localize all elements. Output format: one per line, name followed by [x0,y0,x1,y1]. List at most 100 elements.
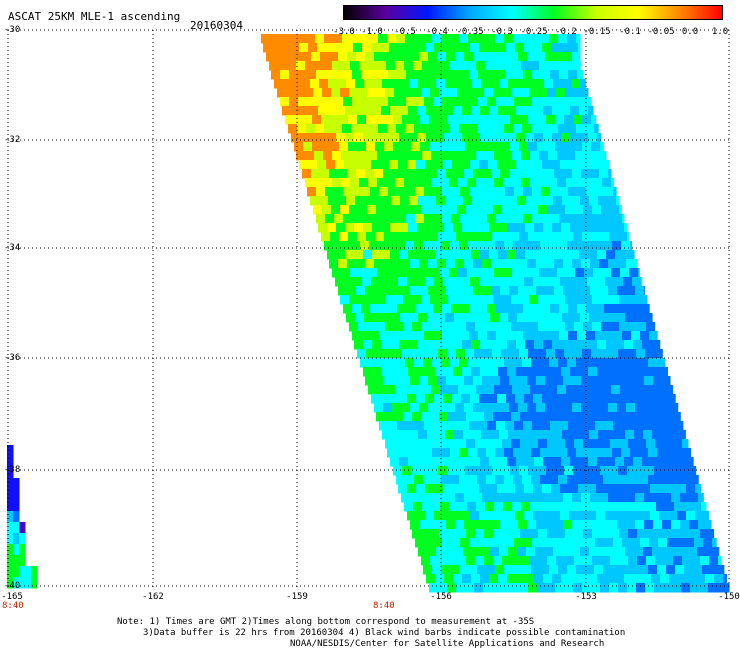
swath-cell [464,259,474,269]
swath-cell [557,268,567,278]
swath-cell [599,520,609,530]
swath-cell [423,358,433,368]
swath-cell [413,268,423,278]
swath-cell [468,565,478,575]
swath-cell [304,88,314,98]
swath-cell [370,214,380,224]
swath-cell [467,385,477,395]
swath-cell [405,358,415,368]
swath-cell [567,241,577,251]
swath-cell [436,196,446,206]
swath-cell [424,538,434,548]
swath-cell [608,376,618,386]
swath-cell [536,286,546,296]
swath-cell [606,457,616,467]
swath-cell [551,43,561,53]
swath-cell [559,70,569,80]
swath-cell [510,232,520,242]
swath-cell [567,124,577,134]
swath-cell [465,349,475,359]
swath-cell [604,538,614,548]
swath-cell [328,79,338,89]
swath-cell [649,331,658,341]
lat-label: -36 [4,353,21,363]
swath-cell [295,88,305,98]
swath-cell [704,511,709,521]
swath-cell [548,385,558,395]
swath-cell [373,79,383,89]
swath-cell [635,403,645,413]
swath-cell [501,115,511,125]
swath-cell [475,205,485,215]
swath-cell [365,259,375,269]
swath-cell [387,241,397,251]
swath-cell [414,448,424,458]
swath-cell [699,583,709,593]
swath-cell [450,34,460,44]
swath-cell [411,232,421,242]
swath-cell [684,475,694,485]
swath-cell [25,566,32,578]
swath-cell [566,178,576,188]
swath-cell [639,565,649,575]
swath-cell [514,331,524,341]
swath-cell [13,544,20,556]
swath-cell [506,484,516,494]
swath-cell [472,196,482,206]
swath-cell [321,142,331,152]
swath-cell [560,160,570,170]
swath-cell [425,277,435,287]
swath-cell [474,349,484,359]
swath-cell [460,331,470,341]
swath-cell [521,502,531,512]
swath-cell [455,52,465,62]
swath-cell [698,520,708,530]
swath-cell [449,385,459,395]
swath-cell [447,466,457,476]
swath-cell [563,169,573,179]
swath-cell [581,259,591,269]
swath-cell [535,430,545,440]
swath-cell [460,304,470,314]
swath-cell [577,421,587,431]
swath-cell [570,250,580,260]
swath-cell [568,304,578,314]
swath-cell [396,448,406,458]
swath-cell [508,430,518,440]
swath-cell [501,142,511,152]
swath-cell [572,169,582,179]
swath-cell [572,520,582,530]
swath-cell [712,538,717,548]
swath-cell [512,151,522,161]
swath-cell [507,457,517,467]
swath-cell [477,358,487,368]
swath-cell [487,421,497,431]
swath-cell [556,439,566,449]
lat-label: -40 [4,581,21,591]
swath-cell [475,529,485,539]
swath-cell [614,511,624,521]
swath-cell [384,115,394,125]
swath-cell [555,583,565,593]
swath-cell [481,196,491,206]
swath-cell [488,43,498,53]
swath-cell [538,439,548,449]
swath-cell [356,169,366,179]
note-line-2: 3)Data buffer is 22 hrs from 20160304 4)… [143,628,626,638]
swath-cell [394,412,404,422]
swath-cell [578,43,581,53]
swath-cell [577,70,584,80]
swath-cell [371,160,381,170]
swath-cell [553,430,563,440]
swath-cell [646,439,656,449]
swath-cell [527,403,537,413]
swath-cell [353,160,363,170]
swath-cell [489,223,499,233]
swath-cell [327,106,337,116]
swath-cell [548,61,558,71]
swath-cell [491,376,501,386]
swath-cell [347,169,357,179]
swath-cell [443,511,453,521]
swath-cell [372,367,382,377]
swath-cell [547,322,557,332]
